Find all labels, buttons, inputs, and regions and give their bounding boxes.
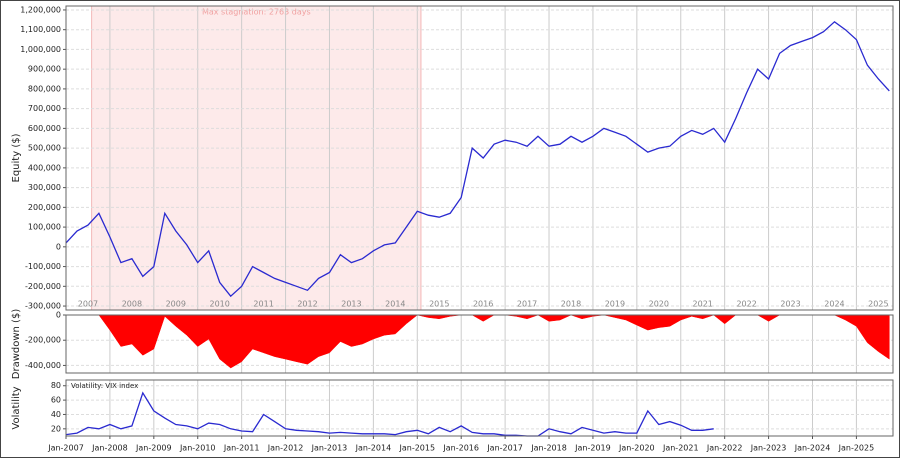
year-label: 2009 [166, 300, 186, 309]
plot-frame [65, 5, 894, 311]
y-tick-label: 1,000,000 [20, 45, 61, 54]
plot-area [66, 380, 893, 436]
x-tick-label: Jan-2016 [442, 444, 479, 453]
y-tick-label: -300,000 [25, 302, 61, 311]
y-axis-label: Equity ($) [11, 133, 22, 182]
year-label: 2021 [693, 300, 713, 309]
drawdown-area [66, 314, 890, 369]
year-label: 2008 [122, 300, 142, 309]
y-tick-label: -200,000 [25, 282, 61, 291]
x-tick-label: Jan-2012 [267, 444, 304, 453]
x-tick-label: Jan-2022 [706, 444, 743, 453]
y-tick-label: 80 [51, 381, 61, 390]
x-tick-label: Jan-2008 [91, 444, 128, 453]
y-tick-label: 200,000 [28, 203, 61, 212]
plot-frame [65, 314, 894, 374]
y-tick-label: -100,000 [25, 262, 61, 271]
x-tick-label: Jan-2019 [574, 444, 611, 453]
y-tick-label: 700,000 [28, 104, 61, 113]
plot-frame [65, 379, 894, 437]
line-series [65, 20, 890, 298]
stagnation-shade [91, 5, 422, 311]
year-label: 2015 [429, 300, 449, 309]
year-label: 2012 [297, 300, 317, 309]
year-label: 2018 [561, 300, 581, 309]
x-tick-label: Jan-2017 [486, 444, 523, 453]
x-tick-label: Jan-2020 [618, 444, 655, 453]
year-label: 2020 [649, 300, 669, 309]
year-label: 2016 [473, 300, 493, 309]
y-tick-label: 900,000 [28, 65, 61, 74]
year-label: 2017 [517, 300, 537, 309]
x-tick-label: Jan-2013 [311, 444, 348, 453]
y-tick-label: 800,000 [28, 84, 61, 93]
x-tick-label: Jan-2018 [530, 444, 567, 453]
y-tick-label: 600,000 [28, 124, 61, 133]
y-tick-label: -200,000 [25, 336, 61, 345]
y-axis-label: Drawdown ($) [11, 309, 22, 380]
y-tick-label: 0 [56, 311, 61, 320]
y-tick-label: 100,000 [28, 223, 61, 232]
y-tick-label: 1,100,000 [20, 25, 61, 34]
year-label: 2019 [605, 300, 625, 309]
x-tick-label: Jan-2009 [135, 444, 172, 453]
x-tick-label: Jan-2025 [838, 444, 875, 453]
year-label: 2014 [385, 300, 405, 309]
annotation: Max stagnation: 2763 days [202, 8, 311, 17]
year-label: 2013 [341, 300, 361, 309]
year-label: 2023 [780, 300, 800, 309]
x-tick-label: Jan-2014 [355, 444, 392, 453]
year-label: 2025 [868, 300, 888, 309]
x-tick-label: Jan-2023 [750, 444, 787, 453]
x-tick-label: Jan-2021 [662, 444, 699, 453]
y-axis-label: Volatility [11, 386, 22, 429]
legend: Volatility: VIX index [71, 382, 138, 390]
y-tick-label: 60 [51, 396, 61, 405]
y-tick-label: -400,000 [25, 361, 61, 370]
year-label: 2007 [78, 300, 98, 309]
y-tick-label: 40 [51, 410, 61, 419]
year-label: 2010 [210, 300, 230, 309]
y-tick-label: 300,000 [28, 183, 61, 192]
y-tick-label: 0 [56, 242, 61, 251]
x-tick-label: Jan-2015 [399, 444, 436, 453]
y-tick-label: 20 [51, 424, 61, 433]
x-tick-label: Jan-2010 [179, 444, 216, 453]
year-label: 2024 [824, 300, 844, 309]
y-tick-label: 1,200,000 [20, 5, 61, 14]
x-tick-label: Jan-2024 [794, 444, 831, 453]
y-tick-label: 500,000 [28, 144, 61, 153]
x-tick-label: Jan-2011 [223, 444, 260, 453]
year-label: 2022 [736, 300, 756, 309]
line-series [65, 391, 714, 437]
x-tick-label: Jan-2007 [47, 444, 84, 453]
year-label: 2011 [253, 300, 273, 309]
y-tick-label: 400,000 [28, 163, 61, 172]
